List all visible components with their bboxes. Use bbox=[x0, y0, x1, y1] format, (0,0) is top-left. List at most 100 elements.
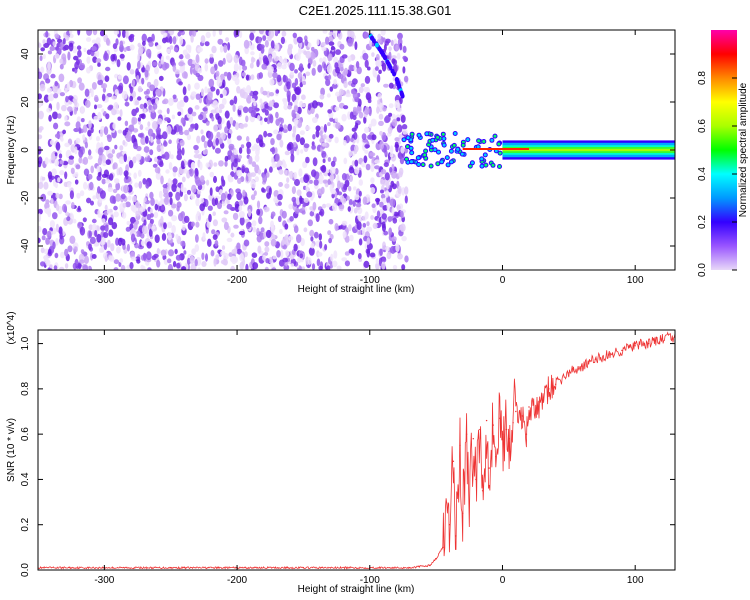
noise-blob bbox=[354, 194, 360, 201]
noise-blob bbox=[160, 145, 165, 151]
noise-blob bbox=[79, 259, 85, 264]
noise-blob bbox=[210, 249, 215, 257]
noise-blob bbox=[74, 179, 79, 185]
noise-blob bbox=[269, 100, 274, 107]
y-tick-label: 1.0 bbox=[20, 336, 31, 350]
noise-blob bbox=[364, 144, 371, 149]
noise-blob bbox=[388, 103, 394, 109]
noise-blob bbox=[136, 75, 140, 83]
noise-blob bbox=[398, 217, 402, 223]
noise-blob bbox=[354, 166, 360, 175]
noise-blob bbox=[154, 234, 160, 243]
noise-blob bbox=[49, 264, 53, 269]
noise-blob bbox=[126, 243, 130, 252]
noise-blob bbox=[97, 171, 102, 177]
noise-blob bbox=[282, 128, 288, 133]
noise-blob bbox=[305, 71, 311, 77]
noise-blob bbox=[168, 139, 172, 144]
noise-blob bbox=[204, 58, 209, 64]
noise-blob bbox=[145, 181, 150, 189]
noise-blob bbox=[329, 166, 336, 175]
noise-blob bbox=[262, 174, 268, 183]
noise-blob bbox=[391, 58, 396, 64]
noise-blob bbox=[199, 203, 205, 212]
noise-blob bbox=[320, 87, 325, 96]
noise-blob bbox=[118, 166, 123, 176]
noise-blob bbox=[264, 109, 269, 116]
noise-blob bbox=[220, 250, 226, 256]
noise-blob bbox=[82, 156, 89, 165]
noise-blob bbox=[256, 234, 262, 243]
noise-blob bbox=[110, 243, 115, 252]
noise-blob bbox=[72, 45, 78, 54]
noise-blob bbox=[190, 192, 196, 200]
noise-blob bbox=[117, 129, 123, 134]
noise-blob bbox=[104, 255, 108, 262]
noise-blob bbox=[371, 134, 377, 141]
noise-blob bbox=[232, 104, 236, 112]
noise-blob bbox=[341, 113, 347, 122]
noise-blob bbox=[204, 41, 210, 47]
noise-blob bbox=[210, 86, 216, 92]
noise-blob bbox=[342, 231, 347, 238]
noise-blob bbox=[74, 61, 79, 70]
noise-blob bbox=[137, 96, 142, 101]
noise-blob bbox=[383, 230, 389, 236]
noise-blob bbox=[219, 93, 224, 98]
noise-blob bbox=[263, 206, 269, 213]
noise-blob bbox=[125, 201, 131, 208]
noise-blob bbox=[219, 189, 223, 195]
noise-blob bbox=[376, 106, 380, 114]
noise-blob bbox=[304, 125, 311, 131]
noise-blob bbox=[329, 86, 334, 92]
noise-blob bbox=[239, 261, 245, 270]
noise-blob bbox=[372, 222, 378, 229]
noise-blob bbox=[170, 154, 174, 160]
noise-blob bbox=[347, 30, 352, 38]
noise-blob bbox=[44, 202, 50, 210]
noise-blob bbox=[284, 223, 289, 230]
noise-blob bbox=[149, 191, 154, 199]
noise-blob bbox=[396, 117, 401, 122]
noise-blob bbox=[195, 54, 200, 64]
ridge-core-blob bbox=[427, 143, 431, 147]
snr-point bbox=[505, 428, 508, 431]
noise-blob bbox=[353, 207, 358, 214]
noise-blob bbox=[225, 37, 230, 42]
noise-blob bbox=[213, 162, 218, 167]
noise-blob bbox=[396, 124, 403, 133]
noise-blob bbox=[96, 233, 102, 243]
noise-blob bbox=[75, 121, 81, 130]
noise-blob bbox=[400, 146, 405, 154]
ridge-core-blob bbox=[461, 143, 465, 147]
noise-blob bbox=[362, 222, 367, 228]
noise-blob bbox=[363, 155, 368, 164]
noise-blob bbox=[160, 215, 164, 224]
noise-blob bbox=[376, 210, 381, 218]
noise-blob bbox=[153, 78, 159, 88]
noise-blob bbox=[382, 223, 386, 232]
noise-blob bbox=[299, 130, 305, 136]
noise-blob bbox=[167, 221, 173, 229]
noise-blob bbox=[55, 141, 61, 151]
noise-blob bbox=[223, 71, 229, 77]
noise-blob bbox=[169, 197, 173, 206]
noise-blob bbox=[404, 255, 409, 263]
noise-blob bbox=[215, 254, 220, 260]
noise-blob bbox=[119, 40, 124, 48]
ridge-core-blob bbox=[440, 160, 444, 164]
noise-blob bbox=[173, 47, 178, 52]
noise-blob bbox=[293, 243, 298, 252]
noise-blob bbox=[137, 85, 143, 93]
noise-blob bbox=[274, 42, 280, 52]
snr-point bbox=[634, 345, 636, 347]
noise-blob bbox=[270, 156, 274, 164]
noise-blob bbox=[243, 123, 248, 128]
noise-blob bbox=[153, 253, 159, 258]
noise-blob bbox=[59, 170, 65, 176]
ridge-core-blob bbox=[445, 156, 449, 160]
noise-blob bbox=[54, 152, 58, 157]
noise-blob bbox=[235, 122, 239, 130]
noise-blob bbox=[95, 58, 102, 64]
noise-blob bbox=[311, 169, 317, 178]
